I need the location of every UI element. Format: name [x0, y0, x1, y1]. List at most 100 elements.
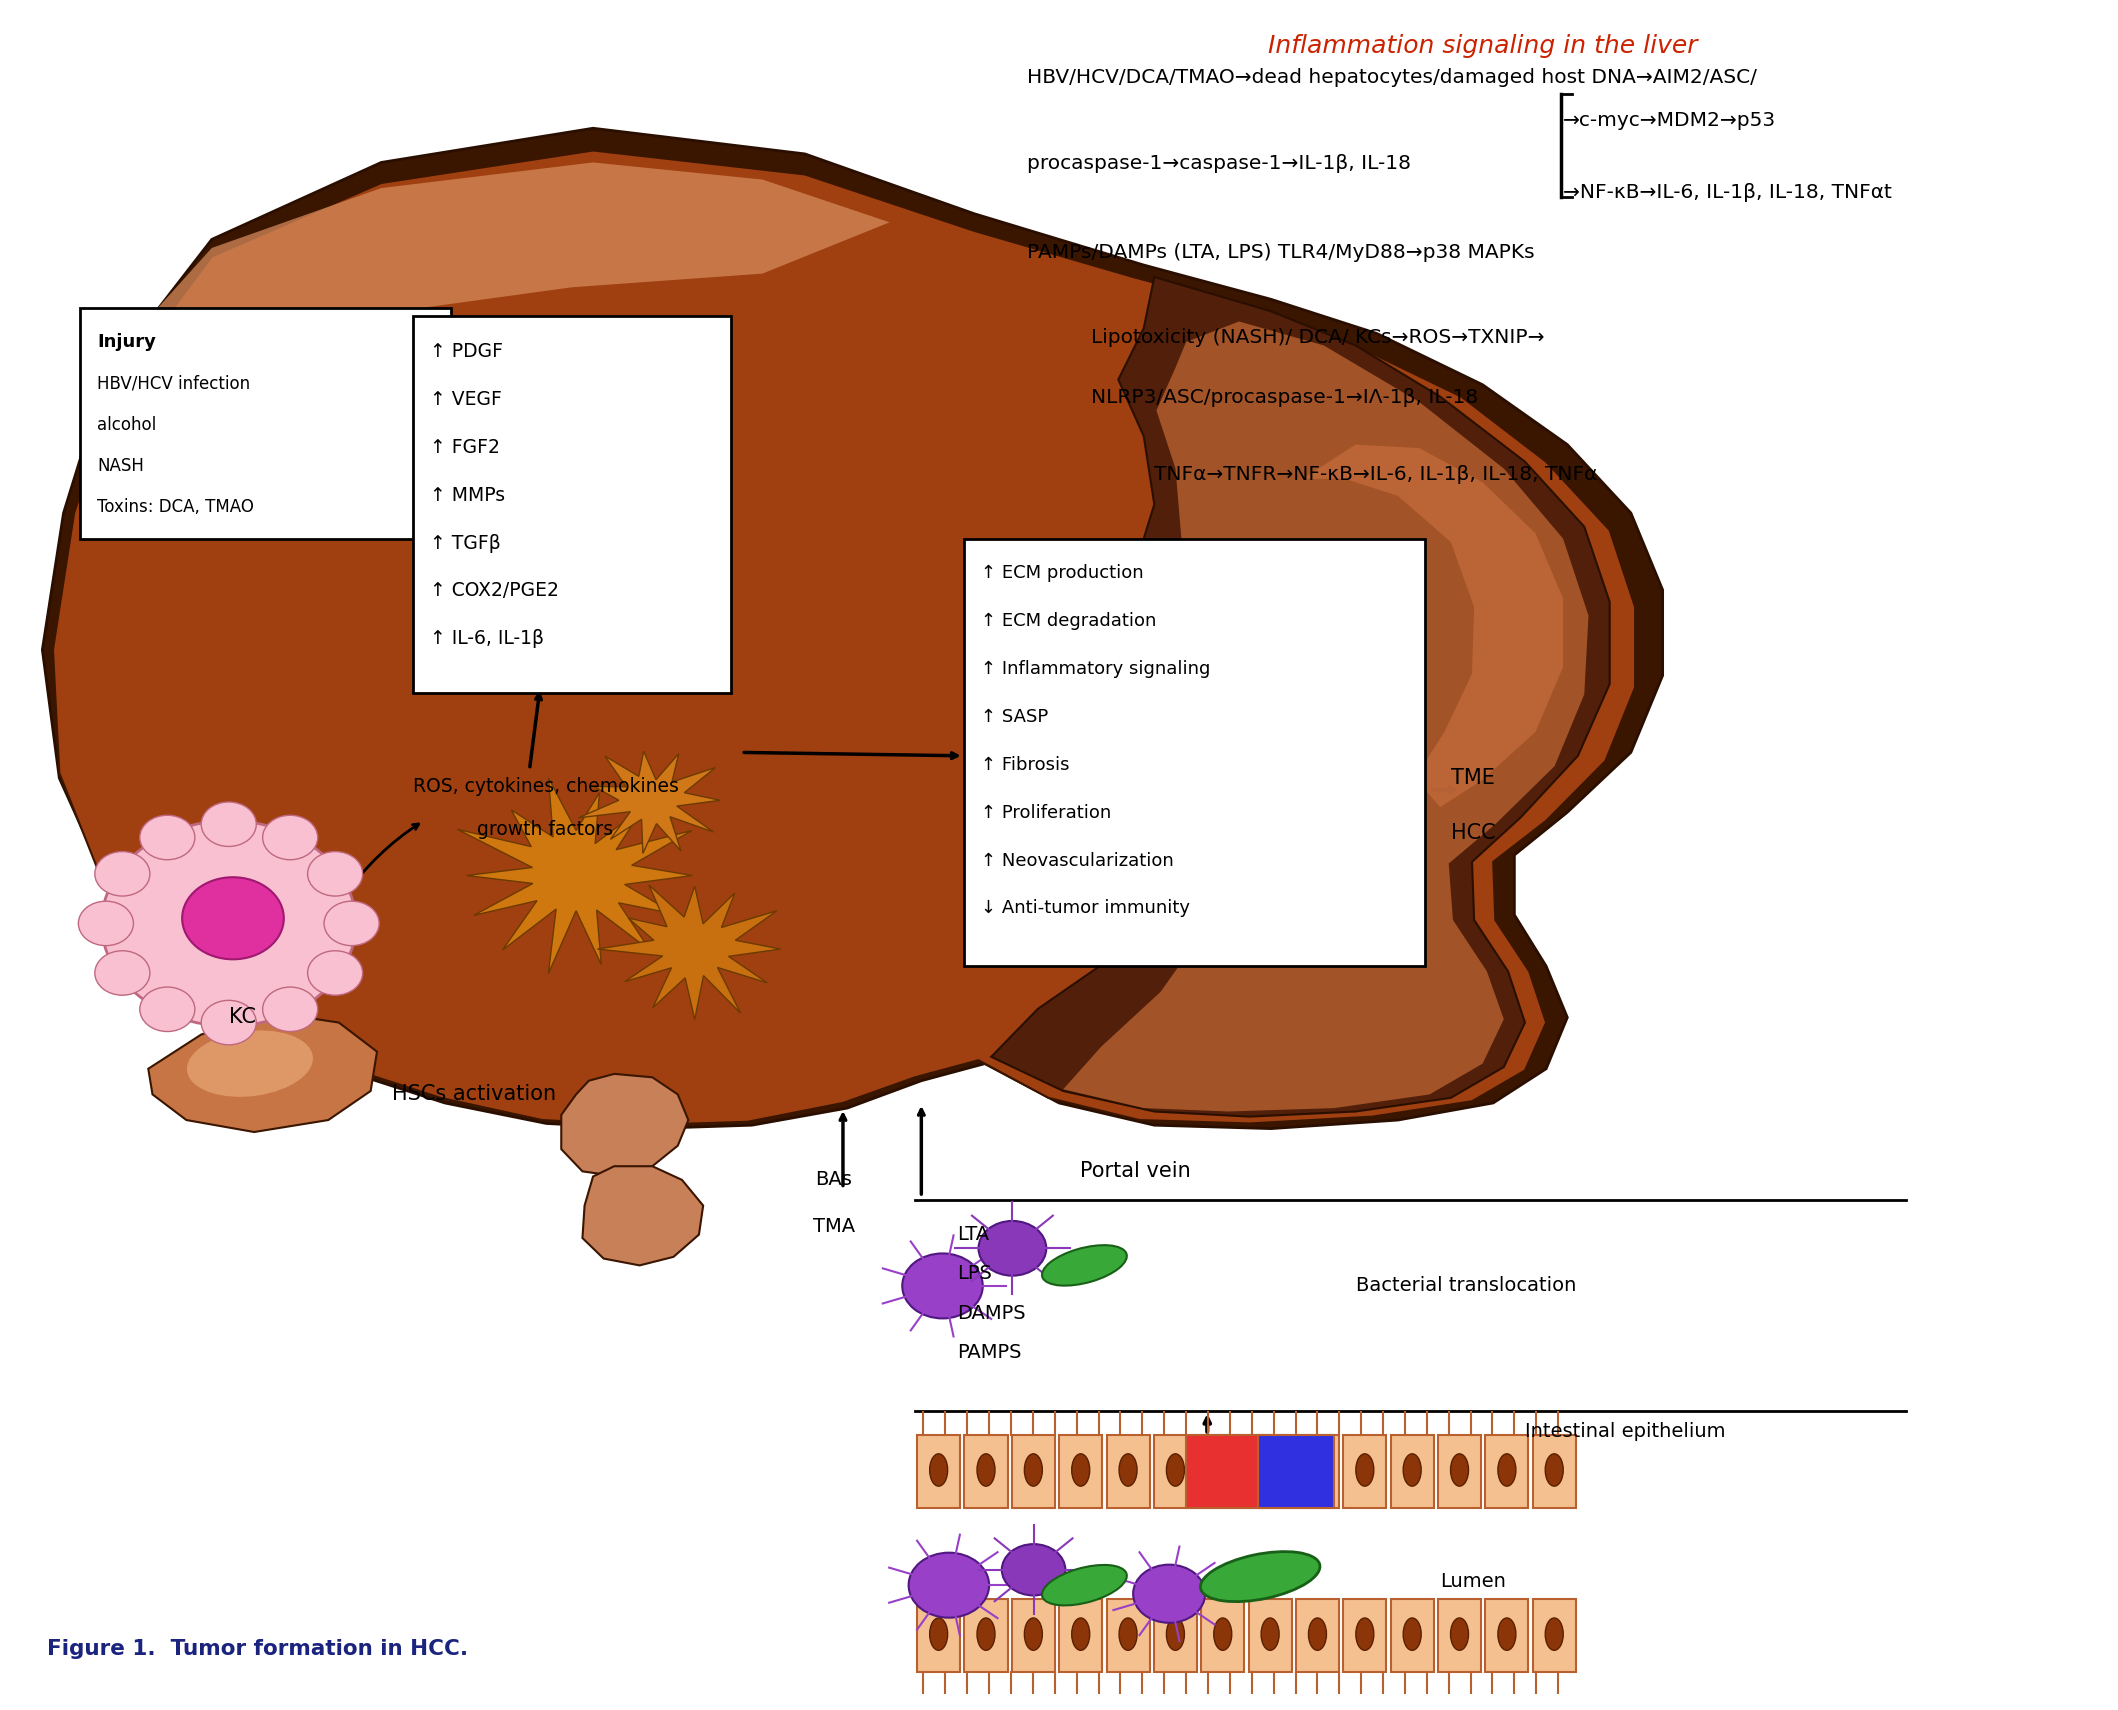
Bar — [1296, 1435, 1339, 1508]
Circle shape — [95, 951, 150, 995]
Bar — [1485, 1599, 1529, 1672]
Ellipse shape — [976, 1454, 995, 1486]
Circle shape — [979, 1221, 1046, 1276]
Text: ↑ PDGF: ↑ PDGF — [430, 342, 502, 361]
Ellipse shape — [930, 1618, 947, 1650]
Bar — [1154, 1435, 1197, 1508]
Text: →c-myc→MDM2→p53: →c-myc→MDM2→p53 — [1563, 111, 1777, 130]
Polygon shape — [457, 778, 693, 973]
Polygon shape — [582, 1166, 703, 1265]
Bar — [1012, 1599, 1055, 1672]
Ellipse shape — [1167, 1618, 1184, 1650]
FancyBboxPatch shape — [964, 539, 1425, 966]
Circle shape — [78, 901, 133, 946]
Bar — [1485, 1435, 1529, 1508]
Text: ↑ TGFβ: ↑ TGFβ — [430, 534, 500, 552]
Text: DAMPS: DAMPS — [957, 1303, 1025, 1324]
Text: ↑ ECM production: ↑ ECM production — [981, 564, 1144, 583]
Ellipse shape — [1404, 1618, 1421, 1650]
Circle shape — [263, 816, 318, 860]
Polygon shape — [1303, 445, 1563, 807]
Text: ↑ SASP: ↑ SASP — [981, 708, 1048, 727]
Bar — [1012, 1435, 1055, 1508]
Circle shape — [102, 821, 356, 1026]
Text: Intestinal epithelium: Intestinal epithelium — [1525, 1421, 1726, 1442]
Bar — [1250, 1599, 1292, 1672]
Circle shape — [182, 877, 284, 959]
Polygon shape — [561, 1074, 688, 1176]
Text: ↑ Neovascularization: ↑ Neovascularization — [981, 852, 1173, 870]
Circle shape — [95, 852, 150, 896]
Polygon shape — [597, 886, 779, 1019]
Ellipse shape — [1260, 1618, 1279, 1650]
Text: alcohol: alcohol — [97, 416, 157, 434]
Bar — [1059, 1599, 1101, 1672]
Circle shape — [201, 802, 256, 846]
Ellipse shape — [1546, 1618, 1563, 1650]
Bar — [1438, 1435, 1480, 1508]
Text: BAs: BAs — [815, 1170, 851, 1190]
Text: Bacterial translocation: Bacterial translocation — [1356, 1276, 1576, 1296]
Ellipse shape — [976, 1618, 995, 1650]
Circle shape — [1133, 1565, 1205, 1623]
Ellipse shape — [1214, 1618, 1233, 1650]
Ellipse shape — [1497, 1618, 1516, 1650]
Ellipse shape — [1546, 1454, 1563, 1486]
Text: NLRP3/ASC/procaspase-1→IΛ-1β, IL-18: NLRP3/ASC/procaspase-1→IΛ-1β, IL-18 — [1091, 388, 1478, 407]
Bar — [1059, 1435, 1101, 1508]
Ellipse shape — [930, 1454, 947, 1486]
Ellipse shape — [1309, 1454, 1326, 1486]
Text: Figure 1.  Tumor formation in HCC.: Figure 1. Tumor formation in HCC. — [47, 1638, 468, 1659]
Text: ROS, cytokines, chemokines: ROS, cytokines, chemokines — [413, 776, 680, 797]
Polygon shape — [42, 128, 1663, 1129]
Bar — [964, 1599, 1008, 1672]
Text: HCC: HCC — [1451, 823, 1495, 843]
Text: LTA: LTA — [957, 1224, 989, 1245]
Polygon shape — [127, 162, 890, 359]
Text: ↑ Fibrosis: ↑ Fibrosis — [981, 756, 1070, 775]
Bar — [1186, 1435, 1262, 1508]
Bar — [1258, 1435, 1334, 1508]
Text: TME: TME — [1451, 768, 1495, 788]
Bar — [1154, 1599, 1197, 1672]
FancyBboxPatch shape — [80, 308, 451, 539]
Ellipse shape — [1042, 1565, 1127, 1606]
Text: ↑ FGF2: ↑ FGF2 — [430, 438, 500, 457]
Ellipse shape — [1072, 1618, 1089, 1650]
Bar — [1438, 1599, 1480, 1672]
Polygon shape — [148, 1012, 377, 1132]
Ellipse shape — [1260, 1454, 1279, 1486]
Ellipse shape — [1356, 1454, 1375, 1486]
Ellipse shape — [1451, 1454, 1468, 1486]
Text: Injury: Injury — [97, 333, 157, 352]
Text: ↑ ECM degradation: ↑ ECM degradation — [981, 612, 1156, 631]
Ellipse shape — [1042, 1245, 1127, 1286]
Circle shape — [263, 987, 318, 1031]
Text: ↑ IL-6, IL-1β: ↑ IL-6, IL-1β — [430, 629, 544, 648]
FancyBboxPatch shape — [413, 316, 731, 693]
Ellipse shape — [1356, 1618, 1375, 1650]
Text: TNFα→TNFR→NF-κB→IL-6, IL-1β, IL-18, TNFα: TNFα→TNFR→NF-κB→IL-6, IL-1β, IL-18, TNFα — [1154, 465, 1597, 484]
Circle shape — [902, 1253, 983, 1318]
Text: ↑ Inflammatory signaling: ↑ Inflammatory signaling — [981, 660, 1209, 679]
Text: PAMPs/DAMPs (LTA, LPS) TLR4/MyD88→p38 MAPKs: PAMPs/DAMPs (LTA, LPS) TLR4/MyD88→p38 MA… — [1027, 243, 1536, 262]
Text: TMA: TMA — [813, 1216, 856, 1236]
Text: NASH: NASH — [97, 457, 144, 475]
Text: Inflammation signaling in the liver: Inflammation signaling in the liver — [1269, 34, 1697, 58]
Text: HBV/HCV/DCA/TMAO→dead hepatocytes/damaged host DNA→AIM2/ASC/: HBV/HCV/DCA/TMAO→dead hepatocytes/damage… — [1027, 68, 1758, 87]
Text: ↑ COX2/PGE2: ↑ COX2/PGE2 — [430, 581, 559, 600]
Text: procaspase-1→caspase-1→IL-1β, IL-18: procaspase-1→caspase-1→IL-1β, IL-18 — [1027, 154, 1411, 173]
Ellipse shape — [1309, 1618, 1326, 1650]
Text: KC: KC — [229, 1007, 256, 1028]
Text: →NF-κB→IL-6, IL-1β, IL-18, TNFαt: →NF-κB→IL-6, IL-1β, IL-18, TNFαt — [1563, 183, 1891, 202]
Text: HBV/HCV infection: HBV/HCV infection — [97, 374, 250, 393]
Text: ↑ Proliferation: ↑ Proliferation — [981, 804, 1110, 823]
Bar — [1392, 1435, 1434, 1508]
Bar — [1106, 1435, 1150, 1508]
Polygon shape — [53, 150, 1635, 1125]
Circle shape — [307, 852, 362, 896]
Ellipse shape — [1201, 1551, 1320, 1602]
Bar — [1343, 1435, 1387, 1508]
Bar — [1250, 1435, 1292, 1508]
Bar — [1392, 1599, 1434, 1672]
